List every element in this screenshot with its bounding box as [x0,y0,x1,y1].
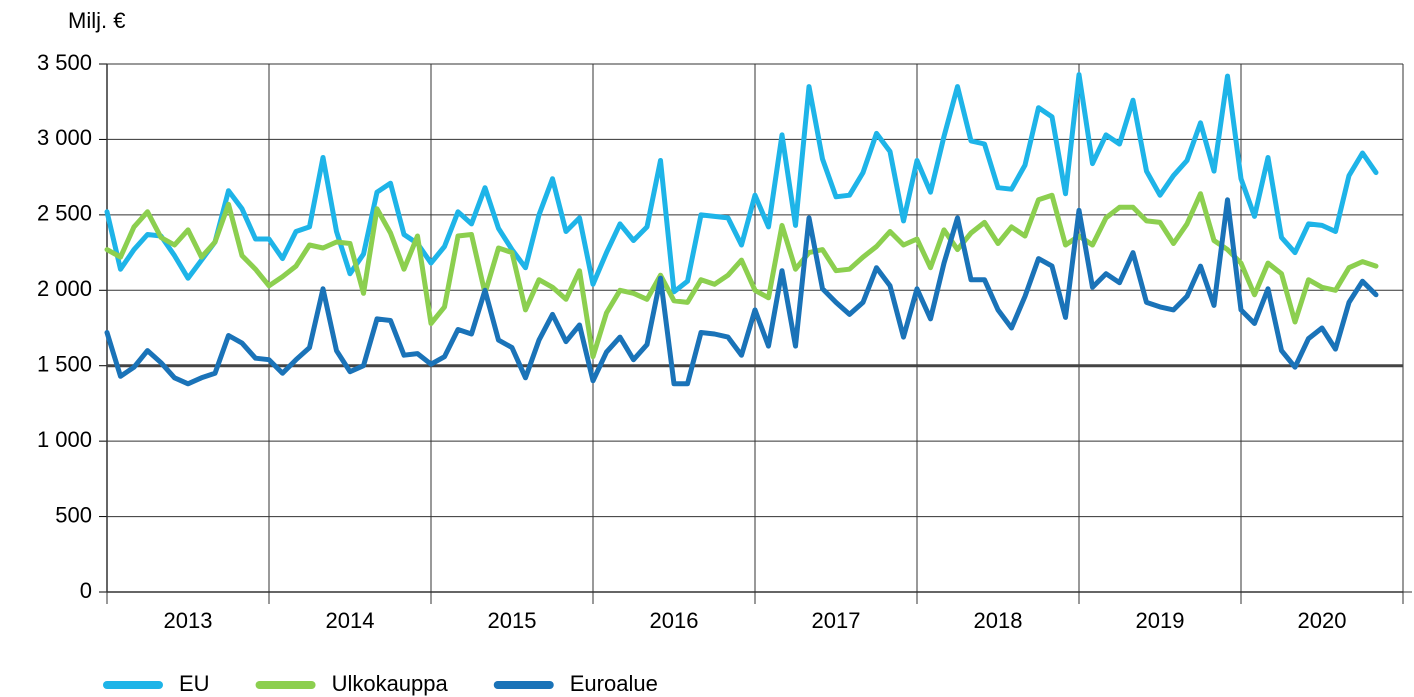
legend-label: Ulkokauppa [332,671,449,696]
x-tick-label: 2017 [812,608,861,633]
y-tick-label: 1 000 [37,427,92,452]
y-tick-label: 500 [55,502,92,527]
x-tick-label: 2013 [164,608,213,633]
y-tick-label: 3 500 [37,50,92,75]
y-axis-label: Milj. € [68,8,125,33]
legend-label: Euroalue [570,671,658,696]
x-tick-label: 2019 [1136,608,1185,633]
x-tick-label: 2016 [650,608,699,633]
series-line [104,197,1379,387]
series-line [104,191,1379,360]
y-tick-label: 2 000 [37,276,92,301]
y-tick-label: 1 500 [37,352,92,377]
y-tick-label: 2 500 [37,201,92,226]
x-tick-label: 2020 [1298,608,1347,633]
series-line [104,72,1379,295]
x-tick-label: 2018 [974,608,1023,633]
y-tick-label: 3 000 [37,125,92,150]
legend-label: EU [179,671,210,696]
y-tick-label: 0 [80,578,92,603]
x-tick-label: 2015 [488,608,537,633]
x-tick-label: 2014 [326,608,375,633]
